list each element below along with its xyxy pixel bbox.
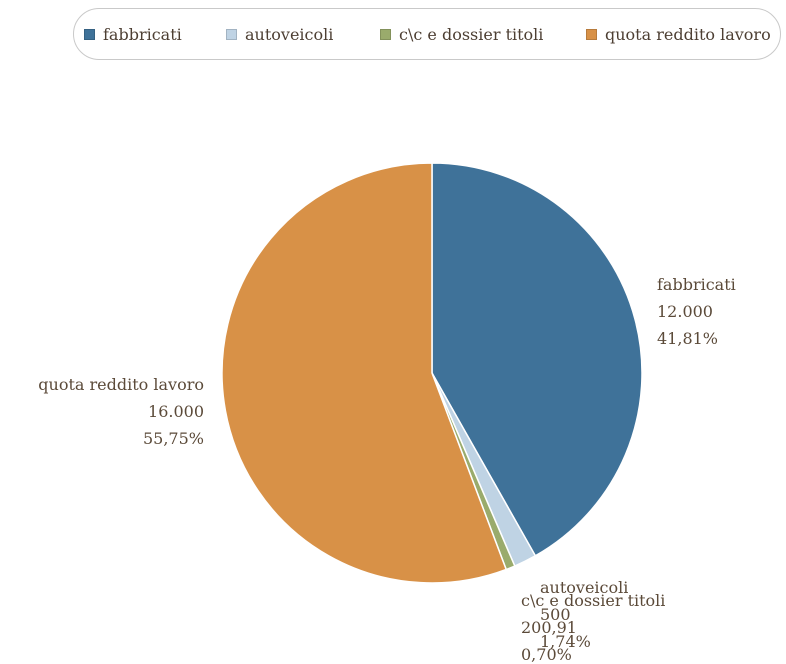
data-label-cc-dossier-value: 200,91 (521, 618, 577, 637)
legend-item-quota-reddito: quota reddito lavoro (586, 23, 771, 45)
legend-swatch-cc-dossier (380, 28, 391, 40)
data-label-fabbricati-value: 12.000 (657, 302, 713, 321)
legend-label-fabbricati: fabbricati (103, 24, 182, 44)
chart-legend: fabbricati autoveicoli c\c e dossier tit… (73, 8, 781, 60)
pie-slice-quota-reddito (221, 162, 508, 584)
pie-slice-fabbricati (431, 162, 643, 557)
data-label-cc-dossier-category: c\c e dossier titoli (521, 591, 665, 610)
data-label-fabbricati-percent: 41,81% (657, 329, 718, 348)
data-label-quota-reddito-value: 16.000 (148, 402, 204, 421)
data-label-quota-reddito-category: quota reddito lavoro (38, 375, 204, 394)
legend-swatch-fabbricati (84, 28, 95, 40)
legend-label-quota-reddito: quota reddito lavoro (605, 24, 771, 44)
legend-label-autoveicoli: autoveicoli (245, 24, 334, 44)
legend-item-autoveicoli: autoveicoli (226, 23, 333, 45)
data-label-cc-dossier-percent: 0,70% (521, 645, 572, 664)
legend-swatch-quota-reddito (586, 28, 597, 40)
data-label-autoveicoli-percent: 1,74% (540, 632, 591, 651)
legend-item-cc-dossier: c\c e dossier titoli (380, 23, 543, 45)
data-label-quota-reddito-percent: 55,75% (143, 429, 204, 448)
data-label-autoveicoli-value: 500 (540, 605, 571, 624)
data-label-fabbricati-category: fabbricati (657, 275, 736, 294)
legend-swatch-autoveicoli (226, 28, 237, 40)
data-label-autoveicoli-category: autoveicoli (540, 578, 628, 597)
legend-item-fabbricati: fabbricati (84, 23, 182, 45)
legend-label-cc-dossier: c\c e dossier titoli (399, 24, 544, 44)
